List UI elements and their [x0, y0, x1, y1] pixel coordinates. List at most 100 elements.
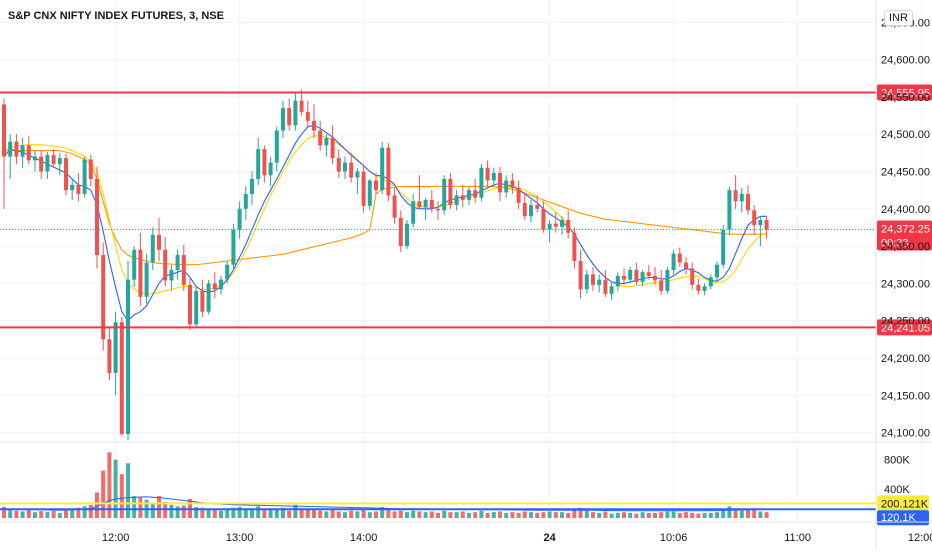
volume-bar [708, 512, 713, 518]
x-tick-label: 14:00 [350, 532, 378, 544]
volume-bar [225, 508, 230, 518]
candle-body [256, 149, 261, 179]
candle-body [696, 284, 701, 291]
volume-bar [609, 513, 614, 518]
volume-bar [330, 509, 335, 518]
candle [646, 264, 651, 280]
candle-body [640, 272, 645, 282]
candle [398, 210, 403, 253]
volume-blue-tag-label: 120.1K [881, 512, 917, 524]
candle [150, 227, 155, 270]
candle [615, 272, 620, 291]
y-tick-label: 24,300.00 [881, 278, 930, 290]
candle-body [746, 193, 750, 211]
candle [547, 220, 552, 243]
candle-body [659, 280, 664, 291]
candle [305, 100, 310, 127]
volume-bar [572, 509, 577, 518]
candle [603, 269, 608, 297]
candle-body [132, 249, 137, 280]
volume-bar [566, 512, 571, 518]
candle [126, 261, 130, 440]
candle-body [219, 279, 223, 290]
candle [163, 237, 168, 287]
currency-selector[interactable]: INR [884, 10, 913, 26]
volume-bar [442, 510, 447, 518]
volume-yellow-tag [877, 495, 929, 511]
candle [529, 199, 533, 223]
volume-bar [82, 506, 87, 518]
candle [274, 126, 279, 172]
candle [572, 227, 577, 269]
candle [597, 274, 602, 293]
candle [715, 261, 719, 282]
volume-bar [355, 511, 360, 518]
volume-bar [739, 510, 744, 518]
candle [349, 152, 354, 183]
candle-body [498, 173, 502, 193]
candle [411, 193, 416, 228]
volume-bar [504, 512, 509, 518]
candle-body [522, 202, 527, 217]
y-tick-label: 24,450.00 [881, 167, 930, 179]
horizontal-levels[interactable]: 24,555.95 24,241.05 24,372.25 00:33 [0, 84, 932, 336]
candle [448, 173, 453, 209]
candle [485, 160, 490, 187]
volume-bar [510, 512, 515, 518]
candle [70, 178, 75, 200]
candle-body [491, 173, 496, 181]
volume-bar [436, 512, 440, 518]
volume-bar [677, 512, 682, 518]
volume-bar [39, 511, 44, 518]
candle [262, 145, 267, 183]
volume-bar [553, 512, 558, 518]
volume-yellow-tag-label: 200.121K [881, 498, 929, 510]
volume-bar [20, 511, 25, 518]
volume-bar [578, 507, 583, 518]
candle-body [188, 284, 192, 325]
ma-slow-line [3, 135, 767, 295]
volume-bar [57, 512, 62, 518]
y-tick-label: 24,100.00 [881, 428, 930, 440]
candle-body [57, 158, 62, 165]
volume-bar [448, 512, 453, 518]
candle-body [119, 322, 124, 435]
candle-body [33, 156, 37, 161]
candle [8, 134, 13, 179]
candle [132, 246, 137, 288]
volume-bar [51, 510, 56, 518]
volume-bar [454, 512, 459, 518]
y-tick-label: 24,200.00 [881, 353, 930, 365]
candle-body [485, 167, 490, 181]
y-tick-label: 24,550.00 [881, 92, 930, 104]
candle [144, 253, 149, 305]
volume-bar [733, 508, 738, 518]
level-tag-label: 24,241.05 [881, 322, 930, 334]
candle-body [169, 269, 174, 281]
candle-body [541, 208, 546, 230]
x-tick-label: 13:00 [226, 532, 254, 544]
volume-bar [386, 509, 391, 518]
candle-body [51, 155, 56, 165]
volume-bar [101, 470, 106, 518]
candle-body [454, 195, 459, 206]
volume-bar [460, 511, 465, 518]
volume-bar [274, 509, 279, 518]
candle [299, 89, 304, 116]
candle-body [20, 145, 25, 157]
volume-bar [758, 511, 763, 518]
y-tick-label: 24,400.00 [881, 204, 930, 216]
candle-body [287, 108, 292, 126]
candle-body [417, 201, 422, 208]
volume-bar [473, 512, 478, 518]
candle-body [14, 141, 19, 157]
volume-bar [597, 512, 602, 518]
volume-pane: 200.121K 120.1K [0, 452, 929, 526]
candle-body [529, 205, 533, 217]
volume-bar [194, 507, 199, 518]
volume-bar [746, 509, 750, 518]
candle [51, 149, 56, 168]
volume-bar [622, 512, 626, 518]
